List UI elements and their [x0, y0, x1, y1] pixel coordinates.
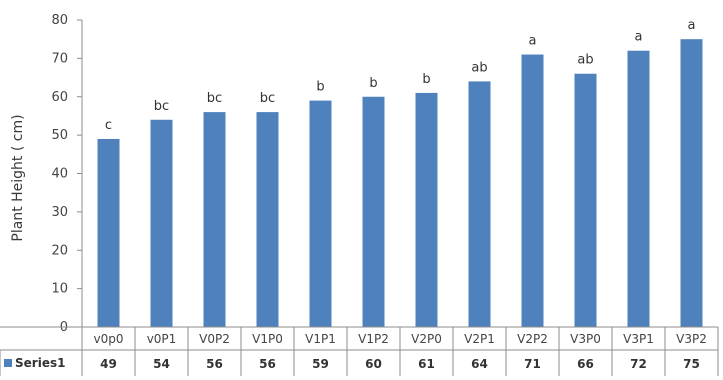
bar	[150, 119, 173, 328]
data-table-value: 56	[206, 357, 223, 371]
data-table-value: 75	[683, 357, 700, 371]
data-table-value: 60	[365, 357, 382, 371]
bar	[309, 100, 332, 328]
y-tick-label: 20	[51, 243, 68, 258]
significance-label: a	[529, 34, 537, 49]
significance-label: a	[635, 30, 643, 45]
y-tick-label: 80	[51, 13, 68, 28]
x-tick-label: V2P1	[464, 332, 495, 346]
y-tick-label: 60	[51, 90, 68, 105]
x-tick-label: V0P2	[199, 332, 230, 346]
bar	[521, 54, 544, 327]
data-table-value: 64	[471, 357, 488, 371]
significance-label: bc	[260, 91, 275, 106]
legend-swatch	[4, 359, 12, 367]
legend-series-label: Series1	[15, 356, 65, 370]
x-tick-label: V1P1	[305, 332, 336, 346]
x-tick-label: V3P2	[676, 332, 707, 346]
bar	[468, 81, 491, 328]
bar	[97, 138, 120, 327]
x-tick-label: V2P0	[411, 332, 442, 346]
significance-label: ab	[471, 60, 487, 75]
x-tick-label: V1P0	[252, 332, 283, 346]
x-tick-label: v0P1	[147, 332, 177, 346]
data-table-value: 56	[259, 357, 276, 371]
bars: c bc bc bc b b b ab a ab a a	[97, 18, 703, 328]
significance-label: b	[316, 80, 324, 95]
significance-label: ab	[577, 53, 593, 68]
significance-label: b	[422, 72, 430, 87]
x-tick-label: V3P0	[570, 332, 601, 346]
y-tick-label: 30	[51, 205, 68, 220]
bar	[415, 92, 438, 327]
significance-label: bc	[154, 99, 169, 114]
y-tick-label: 70	[51, 51, 68, 66]
y-tick-label: 50	[51, 128, 68, 143]
x-tick-label: V1P2	[358, 332, 389, 346]
x-tick-label: V2P2	[517, 332, 548, 346]
bar	[362, 96, 385, 327]
significance-label: bc	[207, 91, 222, 106]
data-table-value: 66	[577, 357, 594, 371]
data-table-value: 59	[312, 357, 329, 371]
data-table-value: 54	[153, 357, 170, 371]
data-table-value: 61	[418, 357, 435, 371]
data-table-value: 71	[524, 357, 541, 371]
data-table-value: 49	[100, 357, 117, 371]
data-table: v0p0 v0P1 V0P2 V1P0 V1P1 V1P2 V2P0 V2P1 V2P2 V3P0…	[0, 326, 719, 376]
bar	[203, 112, 226, 327]
y-tick-label: 40	[51, 167, 68, 182]
y-tick-label: 10	[51, 282, 68, 297]
bar	[574, 73, 597, 327]
y-axis-label: Plant Height ( cm)	[10, 114, 26, 241]
significance-label: a	[688, 18, 696, 33]
significance-label: b	[369, 76, 377, 91]
significance-label: c	[105, 118, 112, 133]
bar	[627, 50, 650, 327]
bar	[256, 112, 279, 327]
x-tick-label: V3P1	[623, 332, 654, 346]
data-table-value: 72	[630, 357, 647, 371]
bar	[680, 39, 703, 327]
x-tick-label: v0p0	[94, 332, 124, 346]
